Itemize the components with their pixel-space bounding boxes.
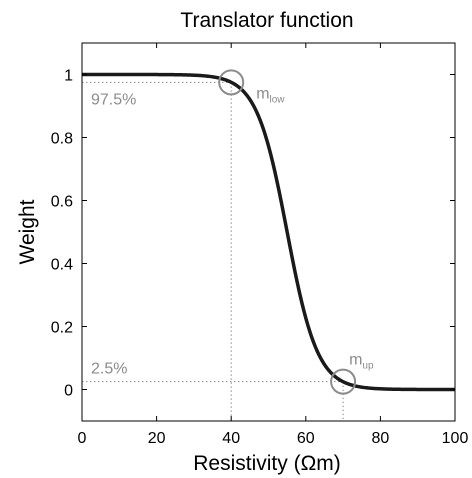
- chart-title: Translator function: [180, 9, 353, 32]
- marker-label-subscript-low: low: [270, 94, 286, 105]
- translator-curve: [81, 72, 456, 392]
- y-tick-label: 0.6: [51, 194, 73, 211]
- y-tick-label: 1: [64, 68, 73, 85]
- threshold-circle-up: [330, 368, 357, 395]
- marker-label-up: mup: [349, 352, 374, 372]
- x-tick-label: 100: [442, 430, 469, 447]
- y-tick-label: 0.2: [51, 320, 73, 337]
- y-axis-ticks: 0 0.2 0.4 0.6 0.8 1: [51, 68, 455, 400]
- plot-area-frame: [81, 42, 456, 422]
- y-tick-label: 0.8: [51, 131, 73, 148]
- x-tick-label: 20: [148, 430, 166, 447]
- threshold-markers: 97.5% mlow 2.5% mup: [91, 69, 374, 395]
- marker-label-low: mlow: [256, 85, 285, 105]
- x-tick-label: 60: [297, 430, 315, 447]
- y-tick-label: 0.4: [51, 257, 73, 274]
- x-tick-label: 0: [78, 430, 87, 447]
- y-tick-label: 0: [64, 383, 73, 400]
- marker-label-subscript-up: up: [362, 361, 374, 372]
- x-axis-ticks: 0 20 40 60 80 100: [78, 43, 469, 447]
- x-tick-label: 40: [222, 430, 240, 447]
- level-label-low: 97.5%: [91, 91, 136, 108]
- threshold-circle-low: [218, 69, 245, 96]
- threshold-guides: [82, 81, 344, 421]
- x-tick-label: 80: [372, 430, 390, 447]
- y-axis-label: Weight: [16, 199, 39, 264]
- level-label-up: 2.5%: [91, 361, 127, 378]
- x-axis-label: Resistivity (Ωm): [193, 452, 341, 475]
